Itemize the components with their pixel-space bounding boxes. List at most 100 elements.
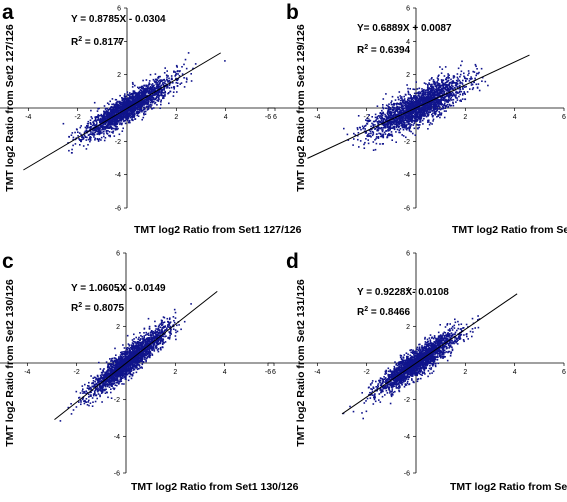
data-point xyxy=(130,96,133,98)
data-point xyxy=(90,116,93,118)
data-point xyxy=(85,401,88,403)
data-point xyxy=(113,124,116,127)
data-point xyxy=(135,97,138,99)
data-point xyxy=(116,108,119,110)
data-point xyxy=(452,93,455,95)
data-point xyxy=(138,367,140,370)
data-point xyxy=(409,123,411,125)
data-point xyxy=(371,130,374,133)
data-point xyxy=(386,116,389,119)
data-point xyxy=(144,93,147,95)
data-point xyxy=(394,113,397,116)
data-point xyxy=(452,101,454,104)
data-point xyxy=(434,102,437,105)
data-point xyxy=(369,135,371,137)
data-point xyxy=(105,129,108,132)
data-point xyxy=(116,125,118,128)
data-point xyxy=(380,115,382,117)
data-point xyxy=(374,120,377,122)
data-point xyxy=(131,114,133,116)
data-point xyxy=(436,88,438,91)
data-point xyxy=(158,94,160,96)
data-point xyxy=(96,122,98,124)
data-point xyxy=(130,111,133,114)
data-point xyxy=(428,90,431,93)
data-point xyxy=(417,116,419,119)
data-point xyxy=(416,102,419,104)
data-point xyxy=(112,363,114,365)
data-point xyxy=(416,113,418,115)
data-point xyxy=(404,114,407,116)
x-axis-label: TMT log2 Ratio from Set1 127/126 xyxy=(134,224,302,236)
data-point xyxy=(455,91,457,93)
data-point xyxy=(357,132,360,134)
data-point xyxy=(135,366,137,368)
data-point xyxy=(445,100,448,103)
data-point xyxy=(390,114,392,117)
data-point xyxy=(121,116,124,119)
data-point xyxy=(162,97,164,100)
data-point xyxy=(447,100,450,102)
data-point xyxy=(392,108,395,111)
r-squared-symbol: R xyxy=(357,45,365,56)
data-point xyxy=(118,109,121,112)
data-point xyxy=(447,98,450,101)
data-point xyxy=(150,100,153,103)
data-point xyxy=(419,106,421,108)
data-point xyxy=(116,109,119,112)
data-point xyxy=(367,135,369,138)
data-point xyxy=(385,130,387,132)
data-point xyxy=(163,72,166,74)
data-point xyxy=(406,127,409,129)
data-point xyxy=(441,107,443,110)
data-point xyxy=(444,81,447,84)
data-point xyxy=(415,119,417,121)
data-point xyxy=(157,96,160,99)
data-point xyxy=(123,120,125,123)
data-point xyxy=(343,127,345,130)
data-point xyxy=(131,81,134,84)
data-point xyxy=(89,119,92,122)
data-point xyxy=(372,123,374,126)
data-point xyxy=(472,87,475,89)
data-point xyxy=(454,82,457,84)
data-point xyxy=(455,101,457,103)
data-point xyxy=(444,87,446,90)
data-point xyxy=(448,77,450,79)
data-point xyxy=(376,121,379,123)
data-point xyxy=(437,115,439,117)
data-point xyxy=(385,115,387,117)
data-point xyxy=(370,132,372,135)
data-point xyxy=(403,111,406,114)
data-point xyxy=(484,80,487,83)
data-point xyxy=(133,100,136,102)
data-point xyxy=(159,346,162,349)
data-point xyxy=(83,134,86,137)
data-point xyxy=(89,128,92,130)
data-point xyxy=(71,152,73,154)
x-tick-label: -4 xyxy=(314,114,320,121)
data-point xyxy=(419,118,422,120)
data-point xyxy=(123,347,126,349)
data-point xyxy=(377,129,380,131)
data-point xyxy=(418,115,420,117)
data-point xyxy=(432,118,435,121)
data-point xyxy=(163,82,166,84)
data-point xyxy=(416,119,419,121)
data-point xyxy=(97,117,100,119)
data-point xyxy=(405,107,408,109)
data-point xyxy=(456,91,458,93)
data-point xyxy=(98,129,101,131)
data-point xyxy=(149,83,151,85)
data-point xyxy=(420,95,422,98)
data-point xyxy=(452,102,454,105)
data-point xyxy=(127,102,130,104)
data-point xyxy=(141,104,144,106)
data-point xyxy=(129,116,132,119)
data-point xyxy=(382,136,385,139)
data-point xyxy=(109,120,112,122)
data-point xyxy=(392,111,395,114)
data-point xyxy=(393,106,395,109)
data-point xyxy=(125,103,128,105)
data-point xyxy=(94,116,97,118)
